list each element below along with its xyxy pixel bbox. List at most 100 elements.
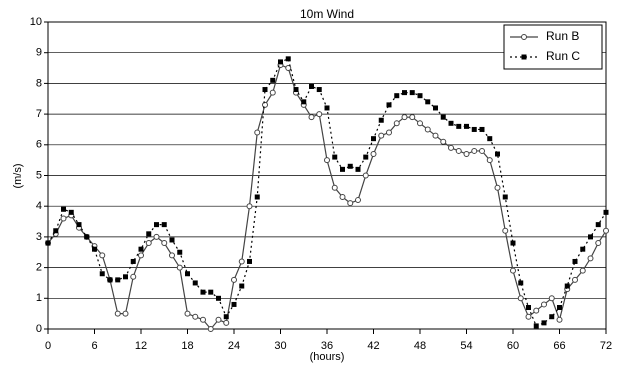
x-tick-label: 30 xyxy=(274,340,286,352)
data-point xyxy=(138,246,144,252)
legend-box xyxy=(503,24,603,70)
data-point xyxy=(487,136,493,142)
data-point xyxy=(200,289,206,295)
data-point xyxy=(557,305,562,311)
data-point xyxy=(301,99,307,105)
data-point xyxy=(370,151,377,158)
data-point xyxy=(371,136,376,142)
data-point xyxy=(208,289,214,295)
data-point xyxy=(455,147,462,154)
data-point xyxy=(409,90,415,96)
data-point xyxy=(68,209,74,215)
data-point xyxy=(525,313,532,320)
data-point xyxy=(463,151,470,158)
data-point xyxy=(247,258,252,264)
data-point xyxy=(572,276,578,283)
x-tick-label: 54 xyxy=(460,340,472,352)
data-point xyxy=(541,301,547,308)
data-point xyxy=(293,87,299,93)
data-point xyxy=(355,166,361,172)
data-point xyxy=(262,87,268,93)
data-point xyxy=(595,222,601,228)
data-point xyxy=(309,83,314,89)
data-point xyxy=(185,271,190,277)
data-point xyxy=(285,56,291,62)
data-point xyxy=(510,267,516,274)
data-point xyxy=(572,258,578,264)
data-point xyxy=(588,234,593,240)
x-tick-label: 48 xyxy=(414,340,426,352)
data-point xyxy=(270,77,276,83)
data-point xyxy=(603,227,609,234)
data-point xyxy=(587,255,594,262)
data-point xyxy=(386,102,392,108)
data-point xyxy=(84,234,90,240)
data-point xyxy=(456,123,462,129)
data-point xyxy=(386,129,392,136)
data-point xyxy=(432,132,439,139)
data-point xyxy=(425,99,431,105)
data-point xyxy=(510,240,516,246)
data-point xyxy=(138,252,144,259)
x-tick-label: 36 xyxy=(321,340,333,352)
chart-title: 10m Wind xyxy=(300,7,354,21)
data-point xyxy=(548,295,555,302)
data-point xyxy=(114,310,121,317)
data-point xyxy=(207,326,214,332)
data-point xyxy=(92,246,97,252)
data-point xyxy=(223,314,229,320)
data-point xyxy=(192,313,199,320)
data-point xyxy=(378,117,384,123)
data-point xyxy=(394,93,400,99)
legend-marker xyxy=(521,54,527,60)
data-point xyxy=(223,319,230,326)
plot-frame xyxy=(47,21,607,330)
y-tick-label: 8 xyxy=(36,77,42,89)
data-point xyxy=(579,267,586,274)
data-point xyxy=(107,277,113,283)
data-point xyxy=(169,237,175,243)
data-point xyxy=(262,101,268,108)
data-point xyxy=(409,114,416,121)
legend-label: Run C xyxy=(546,49,580,63)
data-point xyxy=(316,111,323,118)
data-point xyxy=(254,194,260,200)
data-point xyxy=(115,277,121,283)
data-point xyxy=(332,154,338,160)
data-point xyxy=(238,258,245,265)
data-point xyxy=(402,90,407,96)
data-point xyxy=(517,295,524,302)
data-point xyxy=(595,240,602,247)
data-point xyxy=(424,126,431,133)
data-point xyxy=(486,157,493,164)
data-point xyxy=(440,138,447,145)
data-point xyxy=(278,59,283,65)
data-point xyxy=(518,280,524,286)
data-point xyxy=(239,283,245,289)
data-point xyxy=(231,276,237,283)
data-point xyxy=(99,271,105,277)
y-tick-label: 7 xyxy=(36,108,42,120)
data-point xyxy=(603,209,609,215)
data-point xyxy=(146,231,152,237)
y-tick-label: 5 xyxy=(36,169,42,181)
data-point xyxy=(177,249,183,255)
data-point xyxy=(130,273,137,280)
data-point xyxy=(464,123,469,129)
data-point xyxy=(564,283,570,289)
data-point xyxy=(401,114,408,121)
data-point xyxy=(285,65,292,72)
y-tick-label: 6 xyxy=(36,139,42,151)
data-point xyxy=(53,228,59,234)
data-point xyxy=(60,215,67,222)
x-tick-label: 66 xyxy=(553,340,565,352)
data-point xyxy=(502,194,508,200)
data-point xyxy=(556,316,563,323)
data-point xyxy=(362,172,369,179)
data-point xyxy=(495,151,500,157)
data-point xyxy=(526,305,531,311)
data-point xyxy=(448,144,454,151)
data-point xyxy=(494,184,501,191)
y-axis-label: (m/s) xyxy=(12,163,24,188)
x-tick-label: 24 xyxy=(228,340,240,352)
